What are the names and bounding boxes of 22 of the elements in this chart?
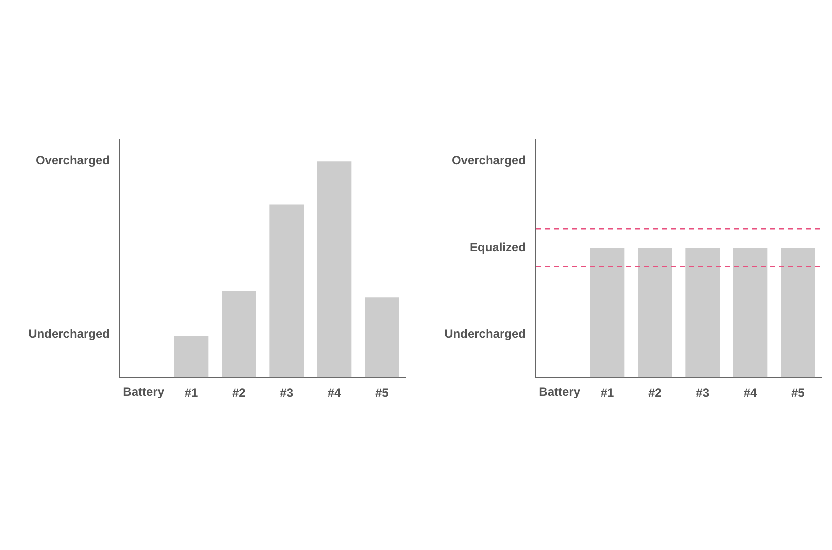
text: Equalized	[470, 240, 526, 254]
text: Undercharged	[444, 327, 526, 342]
text: Overcharged	[36, 154, 110, 168]
bar	[174, 336, 209, 378]
x-tick-label: #4	[328, 386, 342, 400]
x-tick-label: #5	[375, 386, 390, 400]
bar	[222, 291, 256, 378]
x-tick-label: #2	[232, 386, 246, 400]
x-tick-label: #5	[791, 386, 806, 400]
text: Overcharged	[452, 154, 526, 168]
x-tick-label: #3	[280, 386, 294, 400]
bar	[317, 162, 352, 378]
text: Undercharged	[28, 327, 110, 342]
x-tick-label: #4	[744, 386, 758, 400]
x-tick-label: #3	[696, 386, 710, 400]
bar	[365, 298, 400, 378]
x-tick-label: #2	[648, 386, 662, 400]
x-axis-title: Battery	[539, 384, 581, 399]
x-axis-title: Battery	[123, 384, 165, 399]
x-tick-label: #1	[600, 386, 614, 400]
bar	[270, 204, 304, 378]
x-tick-label: #1	[184, 386, 198, 400]
